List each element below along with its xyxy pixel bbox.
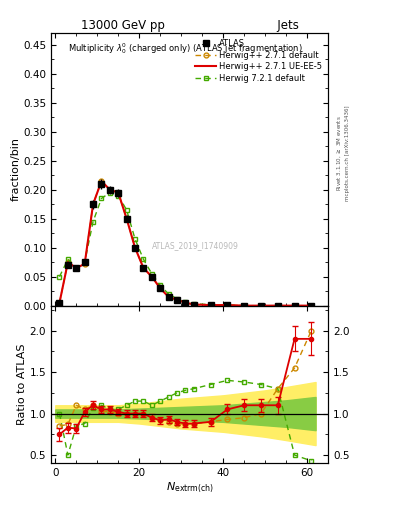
Text: Multiplicity $\lambda_0^0$ (charged only) (ATLAS jet fragmentation): Multiplicity $\lambda_0^0$ (charged only… — [68, 41, 303, 56]
Title: 13000 GeV pp                              Jets: 13000 GeV pp Jets — [81, 19, 299, 32]
Y-axis label: fraction/bin: fraction/bin — [10, 137, 20, 201]
Text: mcplots.cern.ch [arXiv:1306.3436]: mcplots.cern.ch [arXiv:1306.3436] — [345, 106, 350, 201]
X-axis label: $N_{\mathrm{extrm(ch)}}$: $N_{\mathrm{extrm(ch)}}$ — [165, 481, 214, 496]
Text: Rivet 3.1.10, $\geq$ 3M events: Rivet 3.1.10, $\geq$ 3M events — [336, 116, 343, 191]
Y-axis label: Ratio to ATLAS: Ratio to ATLAS — [17, 344, 27, 425]
Text: ATLAS_2019_I1740909: ATLAS_2019_I1740909 — [152, 241, 239, 250]
Legend: ATLAS, Herwig++ 2.7.1 default, Herwig++ 2.7.1 UE-EE-5, Herwig 7.2.1 default: ATLAS, Herwig++ 2.7.1 default, Herwig++ … — [193, 37, 324, 84]
